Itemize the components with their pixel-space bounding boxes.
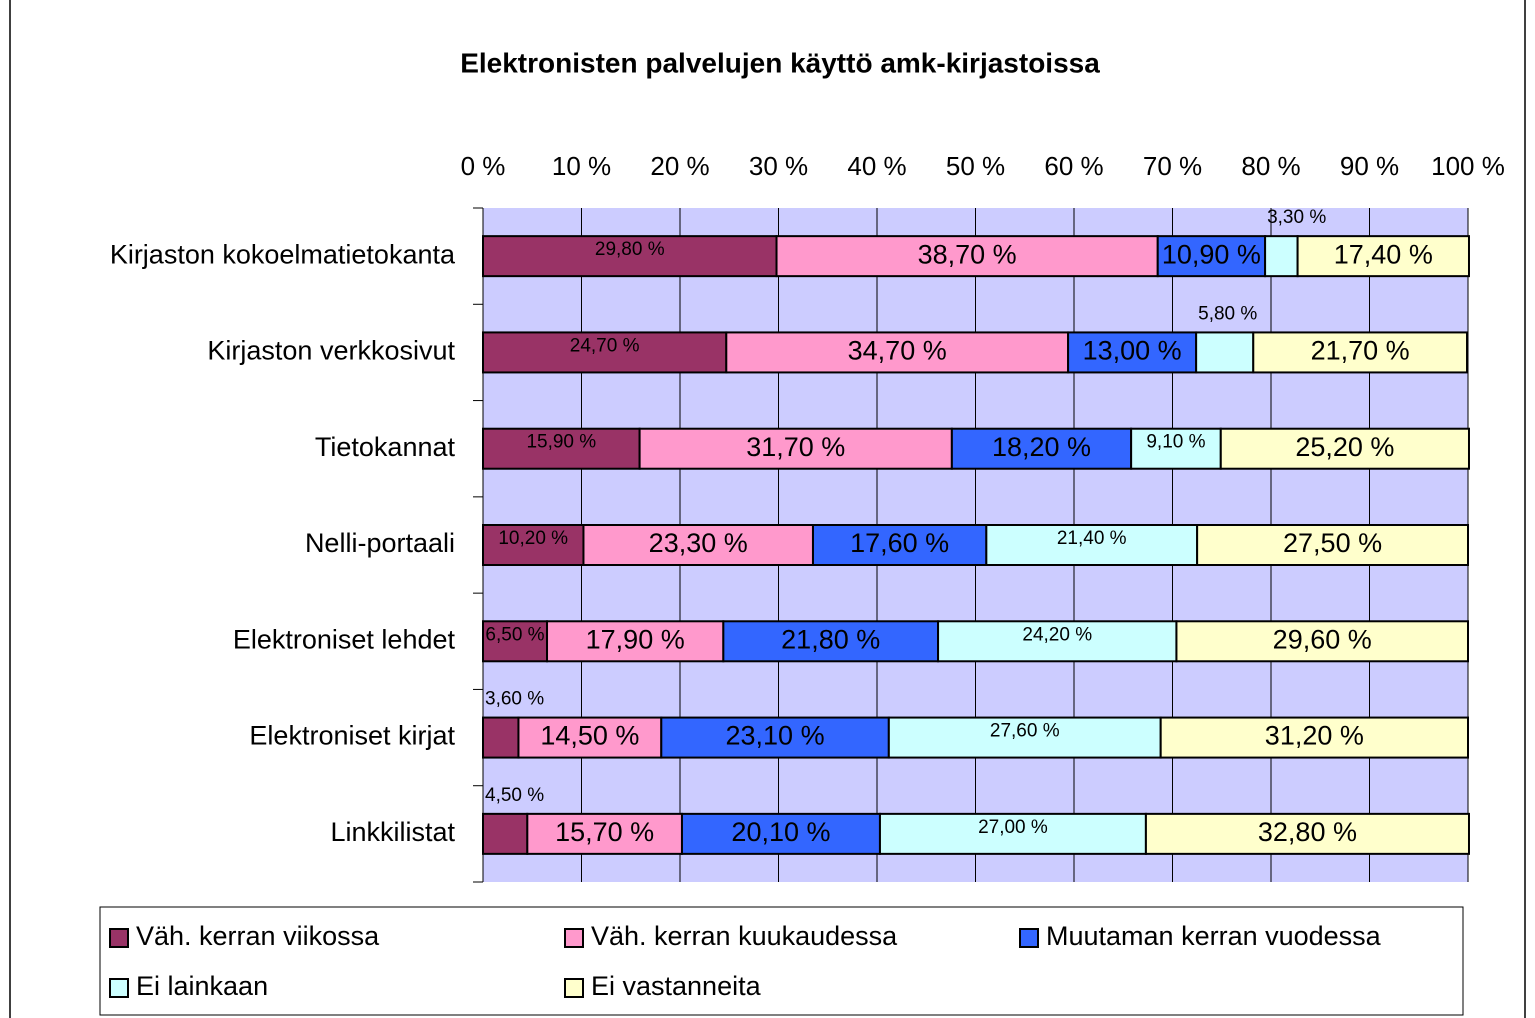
x-tick-label: 60 % [1044, 151, 1103, 181]
data-label: 15,90 % [526, 432, 596, 453]
legend-label: Väh. kerran viikossa [136, 921, 380, 951]
data-label: 18,20 % [992, 432, 1091, 462]
data-label: 17,60 % [850, 528, 949, 558]
y-tick-label: Elektroniset lehdet [233, 624, 456, 654]
bar-segment [1159, 716, 1470, 759]
data-label: 14,50 % [540, 721, 639, 751]
data-label: 27,00 % [978, 817, 1048, 838]
bar-segment [482, 716, 520, 759]
x-tick-label: 50 % [946, 151, 1005, 181]
data-label: 25,20 % [1295, 432, 1394, 462]
data-label: 27,60 % [990, 721, 1060, 742]
legend-label: Väh. kerran kuukaudessa [591, 921, 898, 951]
data-label: 20,10 % [731, 817, 830, 847]
x-tick-label: 70 % [1143, 151, 1202, 181]
y-tick-label: Tietokannat [315, 432, 456, 462]
chart-title: Elektronisten palvelujen käyttö amk-kirj… [460, 47, 1100, 78]
data-label: 34,70 % [848, 336, 947, 366]
legend-box [99, 906, 1464, 1016]
bar-segment [1196, 524, 1469, 566]
x-tick-label: 80 % [1241, 151, 1300, 181]
bar-segment [985, 524, 1199, 566]
data-label: 27,50 % [1283, 528, 1382, 558]
bar-segment [1195, 331, 1255, 374]
data-label: 23,10 % [726, 721, 825, 751]
data-label: 15,70 % [555, 817, 654, 847]
data-label: 24,70 % [570, 335, 640, 356]
data-label: 4,50 % [485, 785, 544, 806]
bar-segment [722, 620, 940, 663]
data-label: 31,20 % [1265, 721, 1364, 751]
bar-segment [1252, 331, 1469, 374]
x-tick-label: 40 % [847, 151, 906, 181]
y-tick-label: Kirjaston verkkosivut [207, 336, 455, 366]
data-label: 23,30 % [649, 528, 748, 558]
bar-segment [725, 331, 1070, 374]
bar-segment [582, 524, 814, 566]
x-tick-label: 10 % [552, 151, 611, 181]
bar-segment [1144, 812, 1470, 855]
data-label: 29,60 % [1273, 624, 1372, 654]
data-label: 13,00 % [1083, 336, 1182, 366]
data-label: 3,30 % [1267, 207, 1326, 228]
x-tick-label: 20 % [650, 151, 709, 181]
bar-segment [878, 812, 1147, 855]
bar-segment [1296, 235, 1470, 278]
bar-segment [1175, 620, 1469, 663]
y-tick-label: Elektroniset kirjat [249, 721, 455, 751]
bar-segment [482, 524, 585, 566]
legend-swatch [564, 978, 584, 998]
y-tick-label: Kirjaston kokoelmatietokanta [110, 239, 456, 269]
bar-segment [517, 716, 663, 759]
data-label: 21,40 % [1057, 528, 1127, 549]
data-label: 10,20 % [498, 528, 568, 549]
y-tick-label: Nelli-portaali [305, 528, 455, 558]
x-tick-label: 90 % [1340, 151, 1399, 181]
legend-swatch [109, 928, 129, 948]
data-label: 17,40 % [1334, 239, 1433, 269]
data-label: 29,80 % [595, 239, 665, 260]
x-tick-label: 100 % [1431, 151, 1505, 181]
legend-label: Ei lainkaan [136, 971, 268, 1001]
data-label: 10,90 % [1162, 239, 1261, 269]
data-label: 17,90 % [586, 624, 685, 654]
data-label: 38,70 % [918, 239, 1017, 269]
bar-segment [1264, 235, 1299, 278]
x-tick-label: 0 % [461, 151, 506, 181]
bar-segment [937, 620, 1178, 663]
data-label: 31,70 % [746, 432, 845, 462]
legend-swatch [1019, 928, 1039, 948]
bar-segment [680, 812, 881, 855]
data-label: 32,80 % [1258, 817, 1357, 847]
x-tick-label: 30 % [749, 151, 808, 181]
data-label: 21,80 % [781, 624, 880, 654]
legend-label: Muutaman kerran vuodessa [1046, 921, 1382, 951]
bar-segment [546, 620, 725, 663]
y-tick-label: Linkkilistat [330, 817, 455, 847]
data-label: 9,10 % [1146, 432, 1205, 453]
data-label: 5,80 % [1198, 303, 1257, 324]
data-label: 6,50 % [485, 624, 544, 645]
legend-label: Ei vastanneita [591, 971, 762, 1001]
bar-segment [950, 427, 1133, 470]
data-label: 21,70 % [1311, 336, 1410, 366]
bar-segment [660, 716, 890, 759]
bar-segment [1219, 427, 1470, 470]
bar-segment [811, 524, 988, 566]
bar-segment [775, 235, 1159, 278]
data-label: 24,20 % [1022, 624, 1092, 645]
legend-swatch [109, 978, 129, 998]
bar-segment [638, 427, 953, 470]
bar-segment [482, 812, 529, 855]
legend-swatch [564, 928, 584, 948]
data-label: 3,60 % [485, 689, 544, 710]
